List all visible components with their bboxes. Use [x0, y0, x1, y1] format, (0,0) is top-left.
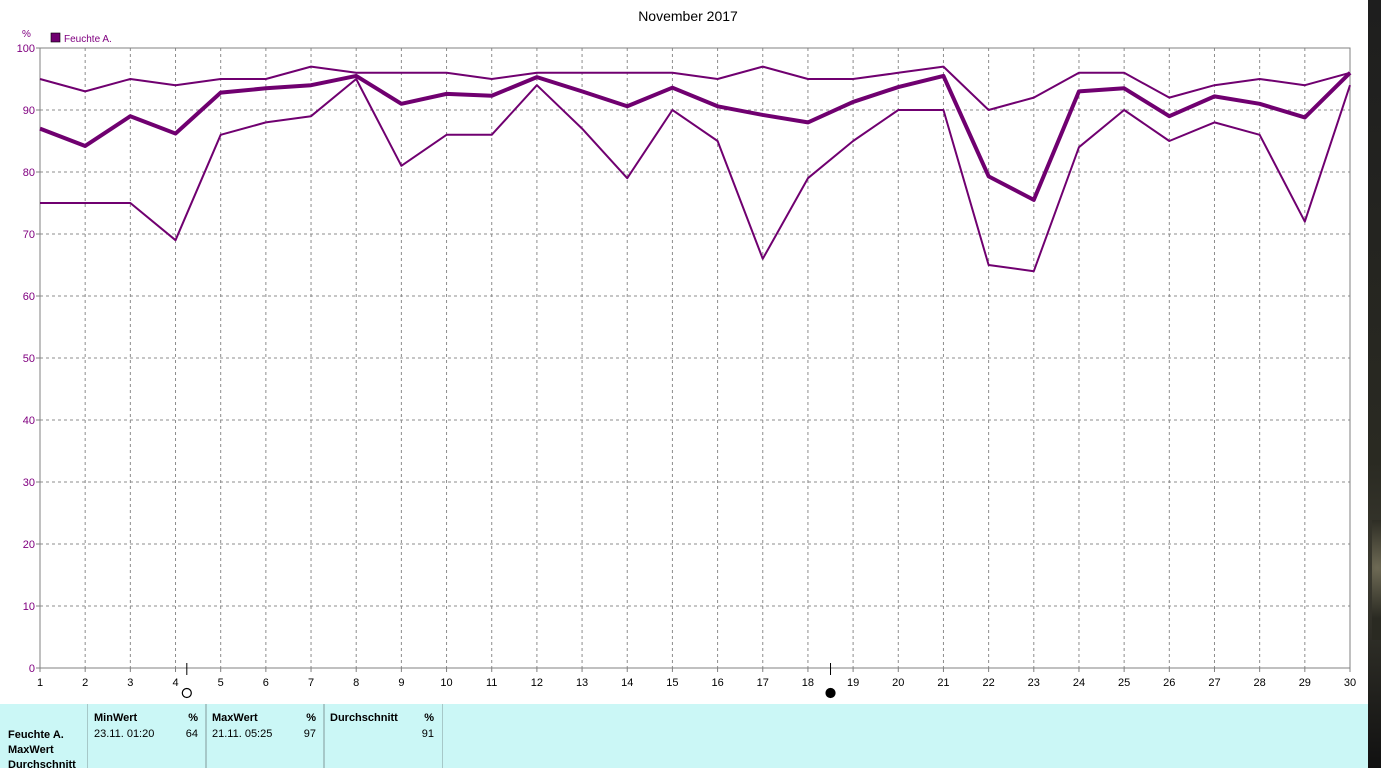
x-tick-label: 24 — [1073, 677, 1085, 689]
y-tick-label: 80 — [23, 167, 35, 179]
stat-max-unit: % — [306, 712, 316, 724]
stat-max-value: 97 — [303, 728, 316, 740]
y-tick-label: 30 — [23, 477, 35, 489]
x-tick-label: 22 — [982, 677, 994, 689]
y-tick-label: 40 — [23, 415, 35, 427]
stat-avg-unit: % — [424, 712, 434, 724]
y-axis-unit: % — [22, 29, 31, 40]
y-tick-label: 90 — [23, 105, 35, 117]
series-lines — [39, 65, 1352, 273]
stat-min-date: 23.11. 01:20 — [94, 728, 155, 740]
x-tick-label: 8 — [353, 677, 359, 689]
chart-title: November 2017 — [638, 8, 738, 24]
stat-max-date: 21.11. 05:25 — [212, 728, 273, 740]
stats-row-labels: Feuchte A. MaxWert Durchschnitt — [8, 728, 88, 773]
x-tick-label: 26 — [1163, 677, 1175, 689]
x-tick-label: 25 — [1118, 677, 1130, 689]
stat-min-header: MinWert — [94, 712, 138, 724]
x-tick-label: 27 — [1208, 677, 1220, 689]
y-tick-label: 100 — [17, 43, 35, 55]
y-tick-label: 10 — [23, 601, 35, 613]
x-tick-label: 18 — [802, 677, 814, 689]
legend-label: Feuchte A. — [64, 34, 112, 45]
x-tick-label: 12 — [531, 677, 543, 689]
x-tick-label: 21 — [937, 677, 949, 689]
stats-panel: Feuchte A. MaxWert Durchschnitt MinWert … — [0, 704, 1368, 771]
x-tick-label: 3 — [127, 677, 133, 689]
x-tick-label: 23 — [1028, 677, 1040, 689]
x-tick-label: 10 — [440, 677, 452, 689]
x-tick-label: 19 — [847, 677, 859, 689]
row-label-avg: Durchschnitt — [8, 759, 76, 771]
y-tick-label: 60 — [23, 291, 35, 303]
grid — [40, 48, 1350, 668]
stat-min-column: MinWert % 23.11. 01:20 64 — [87, 704, 207, 768]
chart: November 2017 % Feuchte A. 0 10 20 30 40 50 60… — [17, 8, 1356, 699]
y-tick-label: 0 — [29, 663, 35, 675]
x-tick-label: 7 — [308, 677, 314, 689]
new-moon-marker — [825, 687, 836, 699]
stat-max-header: MaxWert — [212, 712, 258, 724]
row-label-sensor: Feuchte A. — [8, 729, 64, 741]
stat-min-unit: % — [188, 712, 198, 724]
x-tick-label: 5 — [218, 677, 224, 689]
series-line-1 — [39, 65, 1351, 111]
y-tick-label: 50 — [23, 353, 35, 365]
x-tick-label: 29 — [1299, 677, 1311, 689]
x-tick-label: 28 — [1254, 677, 1266, 689]
x-tick-label: 30 — [1344, 677, 1356, 689]
y-tick-label: 70 — [23, 229, 35, 241]
background-edge — [1368, 0, 1381, 768]
x-tick-label: 15 — [666, 677, 678, 689]
series-line-2 — [39, 71, 1352, 202]
full-moon-marker — [181, 687, 192, 699]
x-tick-label: 4 — [172, 677, 178, 689]
x-tick-label: 2 — [82, 677, 88, 689]
stat-avg-value: 91 — [421, 728, 434, 740]
x-tick-label: 17 — [757, 677, 769, 689]
x-tick-label: 20 — [892, 677, 904, 689]
x-tick-label: 14 — [621, 677, 633, 689]
x-tick-label: 16 — [711, 677, 723, 689]
x-tick-label: 13 — [576, 677, 588, 689]
row-label-max: MaxWert — [8, 744, 54, 756]
x-tick-label: 1 — [37, 677, 43, 689]
legend-swatch — [50, 32, 61, 43]
y-tick-label: 20 — [23, 539, 35, 551]
stat-avg-column: Durchschnitt % 91 — [323, 704, 443, 768]
x-tick-label: 9 — [398, 677, 404, 689]
moon-markers — [181, 663, 836, 699]
stat-min-value: 64 — [185, 728, 198, 740]
stat-avg-header: Durchschnitt — [330, 712, 398, 724]
x-tick-label: 6 — [263, 677, 269, 689]
series-line-3 — [40, 78, 1351, 273]
stat-max-column: MaxWert % 21.11. 05:25 97 — [205, 704, 325, 768]
x-tick-label: 11 — [486, 677, 497, 689]
